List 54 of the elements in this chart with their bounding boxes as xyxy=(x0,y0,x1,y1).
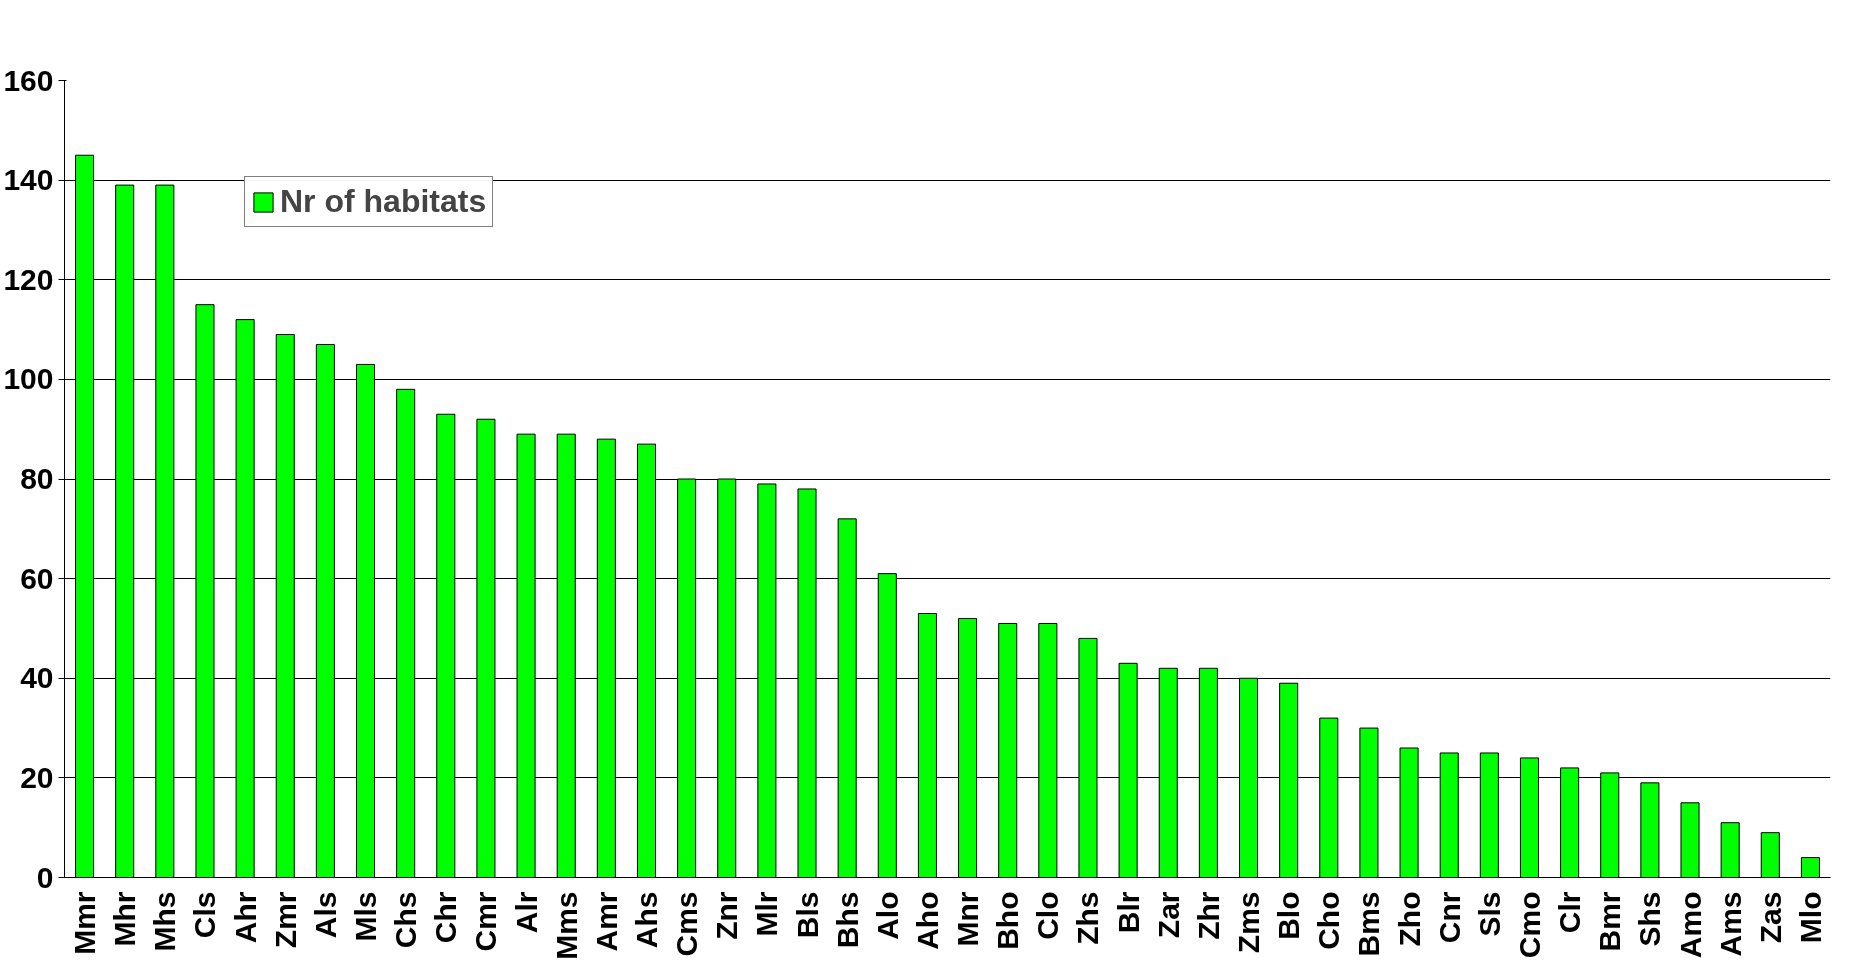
x-tick-label: Alo xyxy=(870,891,904,940)
x-tick-label: Blo xyxy=(1272,891,1306,940)
x-tick-label: Clo xyxy=(1031,891,1065,940)
x-tick-label: Bls xyxy=(790,891,824,939)
x-tick-label: Bho xyxy=(991,891,1025,950)
x-tick-label: Cho xyxy=(1312,891,1346,950)
y-tick-label: 80 xyxy=(20,462,54,495)
x-tick-label: Cls xyxy=(188,891,222,939)
x-tick-label: Ahr xyxy=(228,891,262,944)
y-tick-label: 20 xyxy=(20,760,54,794)
y-tick-label: 120 xyxy=(3,262,54,296)
x-tick-label: Zhr xyxy=(1191,891,1225,940)
x-tick-label: Ahs xyxy=(629,891,663,949)
x-tick-label: Cms xyxy=(670,891,704,957)
x-tick-label: Shs xyxy=(1633,891,1667,947)
y-tick-label: 0 xyxy=(36,860,54,894)
x-tick-label: Zas xyxy=(1753,891,1787,944)
y-tick-label: 160 xyxy=(3,63,54,97)
x-tick-label: Mlr xyxy=(750,891,784,937)
x-tick-label: Alr xyxy=(509,891,543,934)
x-tick-label: Znr xyxy=(710,891,744,940)
x-tick-label: Sls xyxy=(1472,891,1506,937)
x-tick-label: Chr xyxy=(429,891,463,944)
x-tick-label: Bmr xyxy=(1593,891,1627,952)
x-tick-label: Zho xyxy=(1392,891,1426,947)
x-tick-label: Zmr xyxy=(268,891,302,949)
y-tick-label: 60 xyxy=(20,561,54,595)
x-tick-label: Mmr xyxy=(68,891,102,955)
x-tick-label: Mls xyxy=(349,891,383,942)
x-tick-label: Mhr xyxy=(108,891,142,947)
x-tick-label: Cnr xyxy=(1432,891,1466,944)
x-tick-label: Mhs xyxy=(148,891,182,952)
y-tick-label: 140 xyxy=(3,163,54,197)
x-tick-label: Mlo xyxy=(1793,891,1827,944)
x-tick-label: Blr xyxy=(1111,891,1145,934)
x-tick-label: Clr xyxy=(1553,891,1587,934)
x-tick-label: Amo xyxy=(1673,891,1707,959)
x-tick-label: Cmr xyxy=(469,891,503,952)
x-tick-label: Bms xyxy=(1352,891,1386,957)
legend-label: Nr of habitats xyxy=(280,183,487,220)
x-tick-label: Mnr xyxy=(951,891,985,947)
x-tick-label: Zar xyxy=(1151,891,1185,939)
x-tick-label: Aho xyxy=(910,891,944,950)
x-tick-label: Bhs xyxy=(830,891,864,949)
y-tick-label: 40 xyxy=(20,661,54,695)
x-tick-label: Chs xyxy=(389,891,423,949)
x-tick-label: Ams xyxy=(1713,891,1747,957)
x-tick-label: Zhs xyxy=(1071,891,1105,945)
x-tick-label: Zms xyxy=(1232,891,1266,954)
y-tick-label: 100 xyxy=(3,362,54,396)
x-tick-label: Amr xyxy=(589,891,623,952)
x-tick-label: Mms xyxy=(549,891,583,960)
x-tick-label: Als xyxy=(308,891,342,939)
x-tick-label: Cmo xyxy=(1512,891,1546,959)
